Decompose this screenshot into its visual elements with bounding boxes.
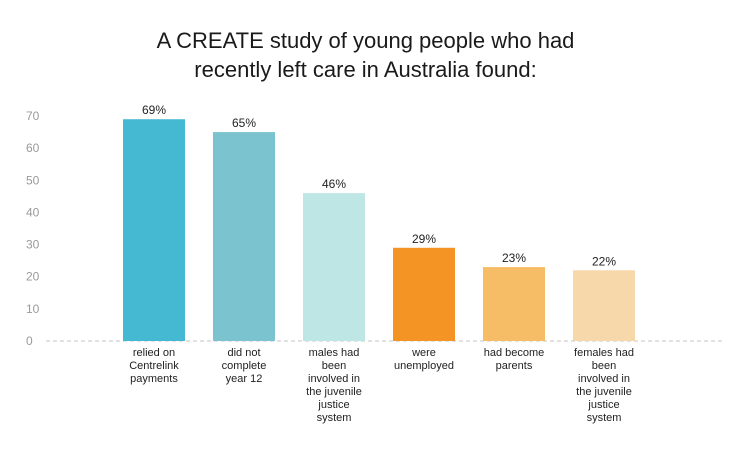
chart-title: A CREATE study of young people who had r…: [0, 26, 731, 84]
y-tick-label: 20: [26, 270, 40, 284]
category-label: females had been involved in the juvenile ju…: [574, 347, 634, 424]
category-label-line: unemployed: [394, 360, 454, 372]
category-label-line: justice: [317, 399, 349, 411]
bar: [483, 267, 545, 341]
category-label-line: been: [322, 360, 346, 372]
category-label-line: did not: [227, 347, 260, 359]
category-label-line: year 12: [226, 373, 263, 385]
category-label-line: the juvenile: [576, 386, 632, 398]
y-axis: 0 10 20 30 40 50 60 70: [26, 109, 40, 348]
y-tick-label: 40: [26, 205, 40, 219]
category-label-line: system: [317, 412, 352, 424]
bar: [303, 193, 365, 341]
bar: [123, 119, 185, 341]
category-label-line: females had: [574, 347, 634, 359]
data-label: 23%: [502, 251, 526, 265]
bar: [213, 132, 275, 341]
category-label-line: involved in: [578, 373, 630, 385]
data-label: 65%: [232, 116, 256, 130]
category-label: males had been involved in the juvenile just…: [306, 347, 362, 424]
category-label-line: justice: [587, 399, 619, 411]
chart-title-line-2: recently left care in Australia found:: [194, 57, 537, 82]
bar: [393, 247, 455, 341]
category-label-line: complete: [222, 360, 267, 372]
category-label-line: were: [411, 347, 436, 359]
y-tick-label: 70: [26, 109, 40, 123]
category-label-line: had become: [484, 347, 545, 359]
bar-series: [123, 119, 635, 341]
data-labels: 69% 65% 46% 29% 23% 22%: [142, 103, 616, 268]
category-label-line: parents: [496, 360, 533, 372]
category-label: had become parents: [484, 347, 545, 372]
data-label: 29%: [412, 232, 436, 246]
data-label: 46%: [322, 177, 346, 191]
category-label-line: system: [587, 412, 622, 424]
y-tick-label: 0: [26, 334, 33, 348]
bar: [573, 270, 635, 341]
y-tick-label: 10: [26, 302, 40, 316]
category-label: did not complete year 12: [222, 347, 267, 385]
category-label-line: been: [592, 360, 616, 372]
category-label: were unemployed: [394, 347, 454, 372]
data-label: 22%: [592, 254, 616, 268]
y-tick-label: 60: [26, 141, 40, 155]
category-labels: relied on Centrelink payments did not comple…: [129, 347, 634, 424]
y-tick-label: 50: [26, 173, 40, 187]
chart-title-line-1: A CREATE study of young people who had: [156, 28, 575, 53]
category-label-line: relied on: [133, 347, 175, 359]
y-tick-label: 30: [26, 238, 40, 252]
category-label-line: males had: [309, 347, 360, 359]
data-label: 69%: [142, 103, 166, 117]
category-label-line: Centrelink: [129, 360, 179, 372]
category-label: relied on Centrelink payments: [129, 347, 179, 385]
category-label-line: payments: [130, 373, 178, 385]
category-label-line: involved in: [308, 373, 360, 385]
category-label-line: the juvenile: [306, 386, 362, 398]
